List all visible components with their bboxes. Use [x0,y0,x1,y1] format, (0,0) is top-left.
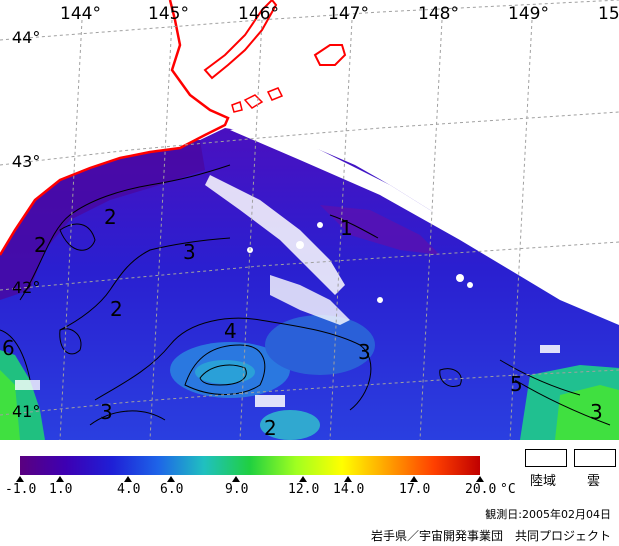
longitude-label-144: 144° [60,4,101,24]
contour-label: 3 [358,340,371,364]
isotherm-contours [0,164,611,426]
longitude-label-148: 148° [418,4,459,24]
cloud-key-swatch [574,449,616,467]
scale-label: 4.0 [117,482,141,497]
scale-tick [167,476,175,482]
latitude-label-44: 44° [12,28,41,47]
cloud-cover [15,125,619,407]
graticule [0,0,619,441]
scale-label: 1.0 [49,482,73,497]
latitude-label-43: 43° [12,152,41,171]
warm-water-southeast-core [555,385,619,440]
longitude-label-146: 146° [238,4,279,24]
temperature-color-scale [20,456,480,475]
cold-water-band [0,140,205,300]
scale-label: 6.0 [160,482,184,497]
longitude-label-150: 15 [598,4,619,24]
contour-label: 5 [510,372,523,396]
contour-label: 6 [2,336,15,360]
scale-unit: °C [500,482,516,497]
scale-tick [232,476,240,482]
scale-label: 14.0 [333,482,365,497]
scale-tick [344,476,352,482]
contour-label: 4 [224,319,237,343]
habomai-islands [231,87,284,113]
latitude-label-41: 41° [12,402,41,421]
longitude-label-147: 147° [328,4,369,24]
contour-label: 2 [34,233,47,257]
scale-label: 12.0 [288,482,320,497]
scale-label: 20.0 [465,482,497,497]
kuril-island-shikotan [313,44,347,66]
scale-label: -1.0 [5,482,37,497]
observation-date: 観測日:2005年02月04日 [485,508,611,521]
cloud-key-label: 雲 [587,474,601,489]
scale-tick [124,476,132,482]
longitude-label-149: 149° [508,4,549,24]
land-key-label: 陸域 [530,474,557,489]
longitude-label-145: 145° [148,4,189,24]
kuril-island-kunashir [203,0,278,80]
contour-label: 1 [340,216,353,240]
contour-label: 2 [104,205,117,229]
scale-tick [410,476,418,482]
project-credit: 岩手県／宇宙開発事業団 共同プロジェクト [370,529,611,543]
hokkaido-land [0,0,228,255]
sea-surface-area [0,128,619,440]
scale-tick [56,476,64,482]
scale-label: 9.0 [225,482,249,497]
sst-map: 144° 145° 146° 147° 148° 149° 15 44° 43°… [0,0,619,441]
scale-label: 17.0 [399,482,431,497]
contour-label: 3 [183,240,196,264]
cold-water-eddy [320,205,440,255]
latitude-label-42: 42° [12,278,41,297]
contour-label: 3 [100,400,113,424]
land-key-swatch [525,449,567,467]
contour-label: 3 [590,400,603,424]
scale-tick [476,476,484,482]
contour-label: 2 [264,416,277,440]
warm-patch-south [260,410,320,440]
contour-label: 2 [110,297,123,321]
scale-tick [299,476,307,482]
scale-tick [16,476,24,482]
coastline [0,0,230,256]
warm-patch-east [265,315,375,375]
sst-map-svg [0,0,619,441]
